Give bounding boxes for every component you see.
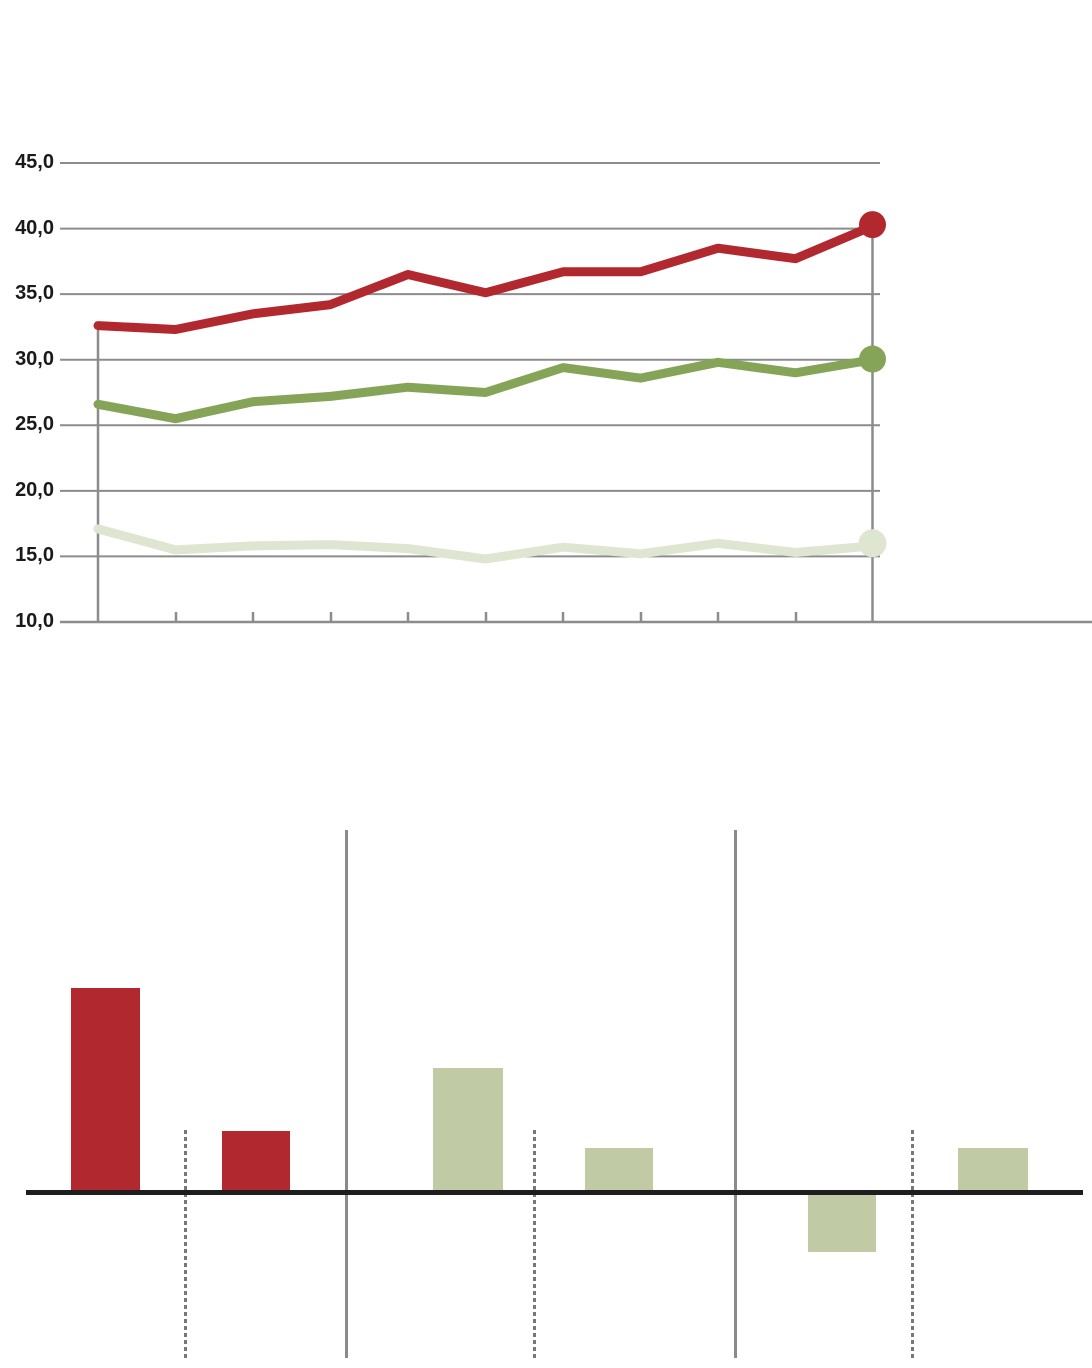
bar — [71, 988, 140, 1190]
bar — [585, 1148, 653, 1190]
red-line-end-dot — [859, 211, 886, 239]
y-axis-label: 40,0 — [15, 216, 54, 239]
y-axis-label: 30,0 — [15, 347, 54, 370]
light-green-line-series — [93, 524, 878, 564]
group-separator-dashed-line — [184, 1130, 187, 1358]
light-green-line-end-dot — [858, 529, 887, 558]
bar — [222, 1131, 290, 1190]
group-separator-line — [345, 830, 348, 1358]
zero-baseline — [26, 1190, 1083, 1195]
y-axis-label: 10,0 — [15, 609, 54, 632]
y-axis-label: 25,0 — [15, 413, 54, 436]
bar — [433, 1068, 503, 1190]
y-axis-label: 15,0 — [15, 544, 54, 567]
green-line-end-dot — [859, 345, 886, 373]
group-separator-line — [734, 830, 737, 1358]
y-axis-label: 35,0 — [15, 282, 54, 305]
group-separator-dashed-line — [533, 1130, 536, 1358]
red-line-series — [93, 221, 878, 334]
y-axis-label: 45,0 — [15, 151, 54, 173]
group-separator-dashed-line — [911, 1130, 914, 1358]
green-line-series — [93, 355, 878, 424]
line-chart-svg — [60, 162, 1092, 624]
bar — [958, 1148, 1028, 1190]
bar — [808, 1195, 876, 1252]
y-axis-label: 20,0 — [15, 478, 54, 501]
